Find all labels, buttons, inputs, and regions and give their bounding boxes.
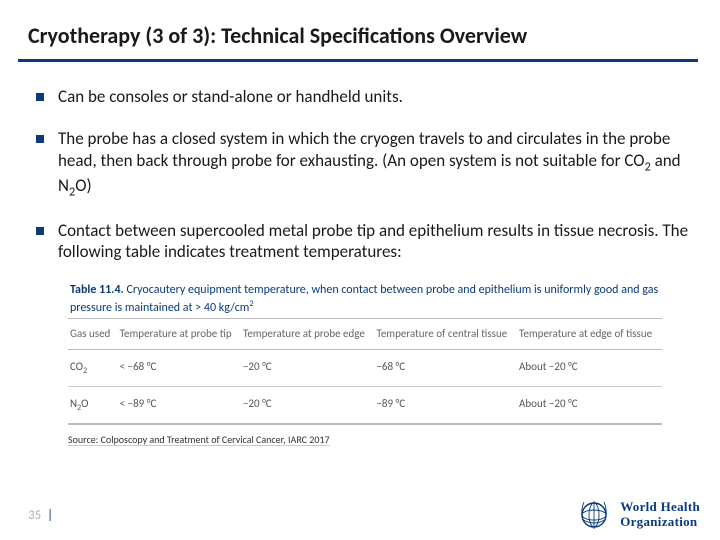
- table-cell: < −89 °C: [118, 387, 241, 425]
- table-cell: −68 °C: [374, 350, 517, 387]
- table-cell: About −20 °C: [517, 387, 662, 425]
- table-cell: −20 °C: [241, 350, 374, 387]
- page-number-value: 35: [28, 508, 41, 523]
- table-cell: < −68 °C: [118, 350, 241, 387]
- bullet-list: Can be consoles or stand-alone or handhe…: [28, 86, 692, 263]
- table-header: Temperature at edge of tissue: [517, 319, 662, 350]
- page-number: 35 |: [28, 508, 53, 523]
- table-block: Table 11.4. Cryocautery equipment temper…: [68, 283, 662, 446]
- table-cell: N2O: [68, 387, 118, 425]
- page-title: Cryotherapy (3 of 3): Technical Specific…: [28, 22, 692, 49]
- logo-line-2: Organization: [620, 515, 700, 530]
- table-cell: About −20 °C: [517, 350, 662, 387]
- who-logo: World Health Organization: [576, 497, 700, 533]
- table-header-row: Gas used Temperature at probe tip Temper…: [68, 319, 662, 350]
- table-cell: −20 °C: [241, 387, 374, 425]
- logo-line-1: World Health: [620, 500, 700, 515]
- table-cell: CO2: [68, 350, 118, 387]
- table-row: N2O < −89 °C −20 °C −89 °C About −20 °C: [68, 387, 662, 425]
- who-emblem-icon: [576, 497, 612, 533]
- who-logo-text: World Health Organization: [620, 500, 700, 529]
- source-citation: Source: Colposcopy and Treatment of Cerv…: [68, 433, 662, 446]
- table-header: Gas used: [68, 319, 118, 350]
- slide: Cryotherapy (3 of 3): Technical Specific…: [0, 0, 720, 540]
- table-caption: Table 11.4. Cryocautery equipment temper…: [68, 283, 662, 316]
- spec-table: Gas used Temperature at probe tip Temper…: [68, 318, 662, 425]
- page-number-bar: |: [44, 508, 53, 523]
- table-cell: −89 °C: [374, 387, 517, 425]
- table-header: Temperature at probe tip: [118, 319, 241, 350]
- list-item: The probe has a closed system in which t…: [36, 128, 692, 200]
- table-header: Temperature of central tissue: [374, 319, 517, 350]
- footer: 35 | World Health Organization: [0, 490, 720, 540]
- list-item: Contact between supercooled metal probe …: [36, 220, 692, 264]
- table-header: Temperature at probe edge: [241, 319, 374, 350]
- list-item: Can be consoles or stand-alone or handhe…: [36, 86, 692, 108]
- title-rule: [18, 59, 698, 62]
- table-row: CO2 < −68 °C −20 °C −68 °C About −20 °C: [68, 350, 662, 387]
